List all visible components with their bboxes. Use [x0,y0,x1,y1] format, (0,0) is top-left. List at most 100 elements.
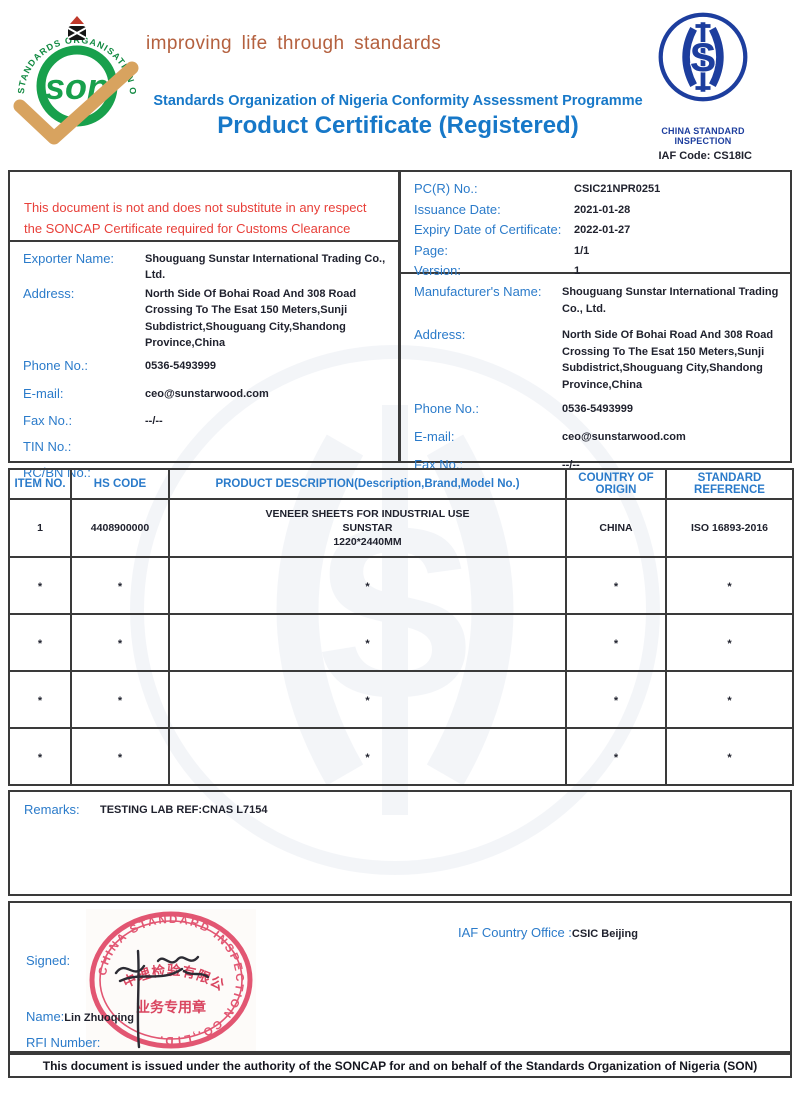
manufacturer-name-value: Shouguang Sunstar International Trading … [562,286,779,315]
description-line: 1220*2440MM [333,536,402,548]
info-row: Address: North Side Of Bohai Road And 30… [10,284,398,352]
manufacturer-address-label: Address: [414,327,466,342]
info-row: E-mail: ceo@sunstarwood.com [401,427,790,446]
manufacturer-email-value: ceo@sunstarwood.com [562,431,686,443]
cell-empty: * [565,556,667,615]
csi-logo: S [658,12,748,102]
footer-text: This document is issued under the author… [42,1058,758,1073]
signature-section: IAF Country Office :CSIC Beijing Signed:… [8,901,792,1053]
nigeria-coat-of-arms [67,16,87,40]
remarks-value: TESTING LAB REF:CNAS L7154 [100,804,268,816]
page-label: Page: [414,242,448,258]
version-value: 1 [574,265,581,277]
manufacturer-fax-value: --/-- [562,459,580,471]
manufacturer-phone-label: Phone No.: [414,401,480,416]
exporter-address-label: Address: [23,285,75,301]
pcr-no-value: CSIC21NPR0251 [574,183,661,195]
exporter-name-value: Shouguang Sunstar International Trading … [145,252,386,282]
issuance-date-label: Issuance Date: [414,201,501,217]
column-header-origin: COUNTRY OF ORIGIN [565,468,667,500]
table-row-empty: * * * * * [8,613,794,672]
table-row: 1 4408900000 VENEER SHEETS FOR INDUSTRIA… [8,498,794,558]
cell-hs-code: 4408900000 [70,498,170,558]
footer-statement: This document is issued under the author… [8,1053,792,1078]
cell-item-no: 1 [8,498,72,558]
cell-empty: * [665,670,794,729]
cell-standard: ISO 16893-2016 [665,498,794,558]
cell-empty: * [168,727,567,786]
exporter-name-label: Exporter Name: [23,250,115,266]
pcr-no-label: PC(R) No.: [414,181,478,196]
exporter-fax-label: Fax No.: [23,412,73,428]
cell-empty: * [565,670,667,729]
programme-title: Standards Organization of Nigeria Confor… [153,93,643,109]
exporter-section: Exporter Name: Shouguang Sunstar Interna… [10,242,398,482]
info-row: PC(R) No.: CSIC21NPR0251 [401,179,790,200]
issuance-date-value: 2021-01-28 [574,203,631,216]
info-row: E-mail: ceo@sunstarwood.com [10,384,398,403]
cell-empty: * [8,670,72,729]
info-row: Fax No.: --/-- [10,411,398,430]
exporter-phone-label: Phone No.: [23,357,89,373]
disclaimer-text: This document is not and does not substi… [24,200,367,236]
rfi-number-label: RFI Number: [26,1035,101,1050]
cell-empty: * [565,727,667,786]
description-line: SUNSTAR [342,522,393,534]
manufacturer-phone-value: 0536-5493999 [562,403,633,415]
csi-monogram: S [690,36,716,80]
manufacturer-name-label: Manufacturer's Name: [414,284,542,299]
exporter-rcbn-value [145,463,398,465]
table-row-empty: * * * * * [8,727,794,786]
svg-text:业务专用章: 业务专用章 [136,999,206,1015]
manufacturer-address-value: North Side Of Bohai Road And 308 Road Cr… [562,329,774,391]
iaf-country-office: IAF Country Office :CSIC Beijing [458,925,638,940]
info-row: Issuance Date: 2021-01-28 [401,200,790,221]
cell-empty: * [168,670,567,729]
cell-empty: * [168,556,567,615]
exporter-address-value: North Side Of Bohai Road And 308 Road Cr… [145,287,357,350]
name-value: Lin Zhuoqing [64,1012,134,1024]
csi-logo-caption: CHINA STANDARD INSPECTION [661,126,745,146]
info-block: This document is not and does not substi… [8,170,792,480]
column-header-standard: STANDARD REFERENCE [665,468,794,500]
column-header-hs-code: HS CODE [70,468,170,500]
table-header-row: ITEM NO. HS CODE PRODUCT DESCRIPTION(Des… [8,468,794,500]
cell-empty: * [665,727,794,786]
column-header-item-no: ITEM NO. [8,468,72,500]
iaf-office-label: IAF Country Office : [458,925,572,940]
cell-empty: * [665,556,794,615]
page-value: 1/1 [574,244,590,257]
cell-empty: * [70,727,170,786]
iaf-office-value: CSIC Beijing [571,928,638,940]
info-row: TIN No.: [10,437,398,456]
remarks-section: Remarks: TESTING LAB REF:CNAS L7154 [8,790,792,896]
cell-empty: * [8,727,72,786]
exporter-phone-value: 0536-5493999 [145,359,216,372]
info-right-column: PC(R) No.: CSIC21NPR0251 Issuance Date: … [400,170,792,472]
cell-description: VENEER SHEETS FOR INDUSTRIAL USE SUNSTAR… [168,498,567,558]
signatory-name: Name:Lin Zhuoqing [26,1009,134,1024]
son-logo: STANDARDS ORGANISATION OF NIGERIA son [10,2,139,145]
version-label: Version: [414,263,461,278]
info-row: Expiry Date of Certificate: 2022-01-27 [401,220,790,241]
info-left-column: This document is not and does not substi… [8,170,400,480]
info-row: Address: North Side Of Bohai Road And 30… [401,325,790,393]
info-row: Exporter Name: Shouguang Sunstar Interna… [10,249,398,284]
iaf-code: IAF Code: CS18IC [658,150,752,162]
certificate-info-section: PC(R) No.: CSIC21NPR0251 Issuance Date: … [401,172,790,278]
cell-empty: * [665,613,794,672]
product-table: ITEM NO. HS CODE PRODUCT DESCRIPTION(Des… [8,468,794,786]
remarks-label: Remarks: [24,802,80,817]
customs-disclaimer: This document is not and does not substi… [10,172,398,242]
table-row-empty: * * * * * [8,556,794,615]
certificate-title: Product Certificate (Registered) [217,112,579,139]
exporter-email-label: E-mail: [23,385,64,401]
info-row: Phone No.: 0536-5493999 [10,356,398,375]
tagline: improving life through standards [146,33,442,54]
cell-origin: CHINA [565,498,667,558]
expiry-date-label: Expiry Date of Certificate: [414,222,562,237]
info-row: Version: 1 [401,261,790,282]
column-header-description: PRODUCT DESCRIPTION(Description,Brand,Mo… [168,468,567,500]
table-row-empty: * * * * * [8,670,794,729]
expiry-date-value: 2022-01-27 [574,224,631,236]
